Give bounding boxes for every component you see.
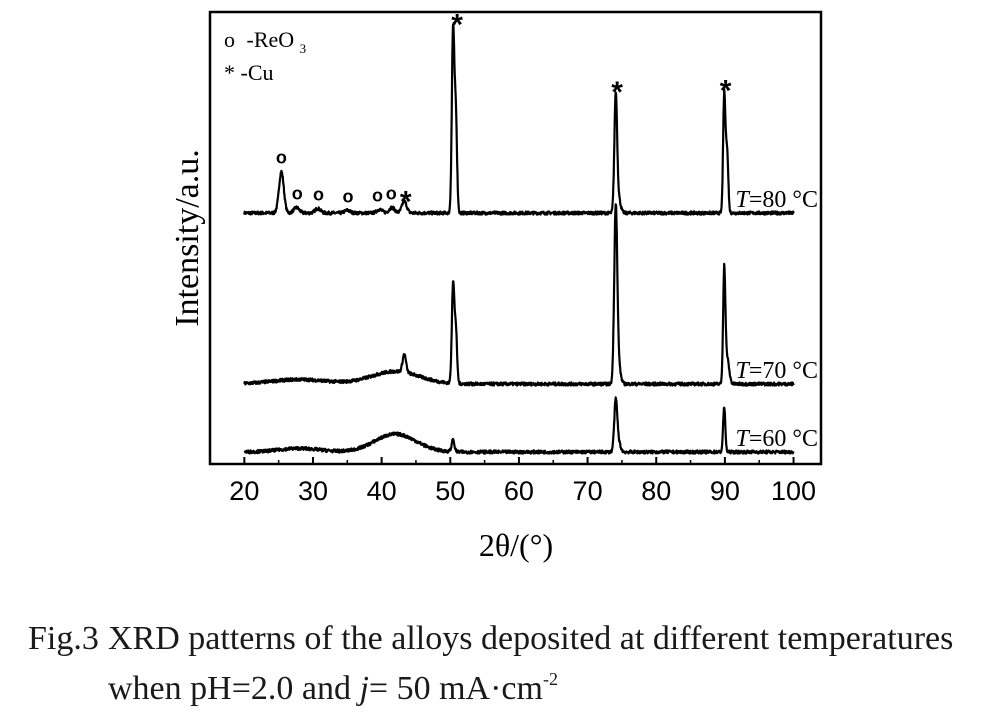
caption-line-2: when pH=2.0 and j= 50 mA·cm-2 [108, 669, 558, 708]
caption-label: Fig.3 [28, 620, 99, 657]
temperature-value: =70 °C [749, 358, 818, 384]
x-tick-label: 50 [435, 476, 465, 506]
series-group [243, 23, 795, 455]
xrd-pattern-line [243, 23, 795, 216]
xrd-chart: 20 30 40 50 60 70 80 90 100 oo o o o o *** * T=80 °CT=… [169, 9, 823, 563]
temperature-symbol: T [736, 426, 751, 452]
legend-entry-cu: * -Cu [224, 60, 274, 85]
x-axis-label: 2θ/(°) [479, 527, 553, 563]
temperature-symbol: T [736, 187, 751, 213]
reo3-peak-marker: o [276, 148, 287, 168]
xrd-pattern-line [243, 396, 795, 455]
legend-text-cu: -Cu [241, 60, 274, 85]
cu-peak-marker: * [611, 76, 623, 109]
legend-entry-reo3: o -ReO 3 [224, 27, 306, 56]
xrd-pattern-line [243, 203, 795, 387]
y-axis-label: Intensity/a.u. [169, 149, 206, 327]
legend-text-reo3: -ReO [247, 27, 295, 52]
reo3-peak-marker: o [386, 184, 397, 204]
reo3-peak-marker: o [292, 184, 303, 204]
caption-line-2-post: = 50 mA·cm [368, 670, 543, 707]
x-tick-label: 100 [771, 476, 816, 506]
legend-marker-reo3: o [224, 27, 235, 52]
legend-sub-reo3: 3 [300, 41, 307, 56]
series-label: T=60 °C [736, 426, 819, 452]
temperature-symbol: T [736, 358, 751, 384]
plot-frame [208, 10, 823, 466]
caption-line-2-pre: when pH=2.0 and [108, 670, 360, 707]
cu-peak-marker: * [451, 9, 463, 42]
x-axis-ticks: 20 30 40 50 60 70 80 90 100 [229, 457, 816, 506]
reo3-peak-marker: o [313, 185, 324, 205]
reo3-peak-marker: o [342, 186, 353, 206]
x-tick-label: 20 [229, 476, 259, 506]
x-tick-label: 60 [504, 476, 534, 506]
temperature-value: =60 °C [749, 426, 818, 452]
caption-line-1: XRD patterns of the alloys deposited at … [108, 620, 954, 657]
cu-peak-marker: * [400, 185, 412, 218]
series-labels: T=80 °CT=70 °CT=60 °C [736, 187, 819, 452]
legend-marker-cu: * [224, 60, 235, 85]
reo3-peak-marker: o [372, 185, 383, 205]
series-label: T=80 °C [736, 187, 819, 213]
x-tick-label: 30 [298, 476, 328, 506]
x-tick-label: 40 [367, 476, 397, 506]
caption-current-density-symbol: j [359, 670, 369, 707]
x-tick-label: 70 [573, 476, 603, 506]
legend: o -ReO 3 * -Cu [224, 27, 306, 85]
caption-unit-exponent: -2 [542, 669, 558, 689]
x-tick-label: 80 [641, 476, 671, 506]
peak-annotations: oo o o o o *** * [276, 9, 732, 219]
series-label: T=70 °C [736, 358, 819, 384]
x-tick-label: 90 [710, 476, 740, 506]
cu-peak-marker: * [720, 75, 732, 108]
temperature-value: =80 °C [749, 187, 818, 213]
